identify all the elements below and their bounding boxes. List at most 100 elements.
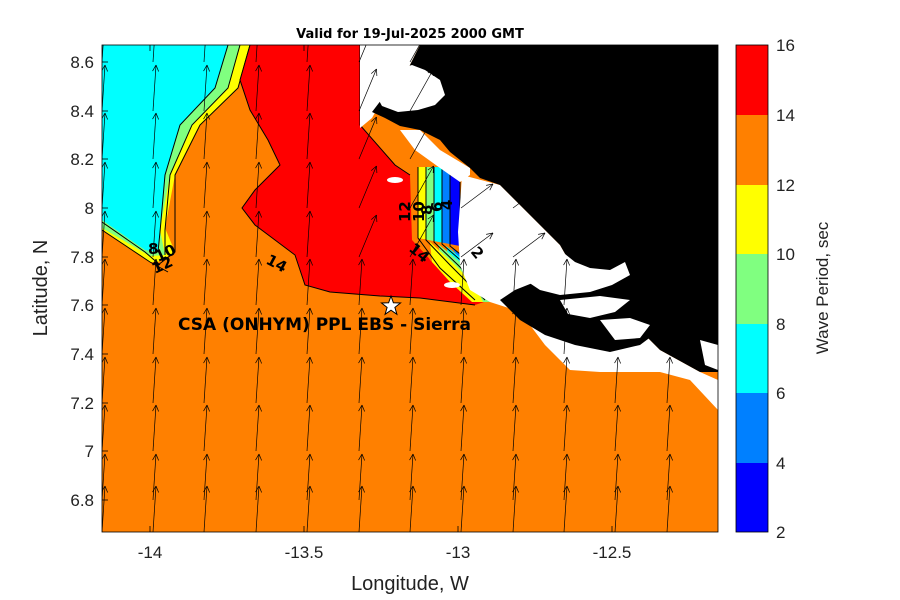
wave-arrow-head <box>156 16 159 22</box>
wave-arrow <box>203 307 208 355</box>
x-tick-label: -13.5 <box>285 543 324 562</box>
wave-arrow-head <box>258 258 262 266</box>
y-tick-label: 7.8 <box>70 248 94 267</box>
wave-arrow-head <box>463 404 467 412</box>
wave-arrow-head <box>541 183 546 191</box>
wave-arrow-head <box>306 210 311 218</box>
wave-arrow-head <box>152 404 157 412</box>
wave-arrow-head <box>666 404 671 412</box>
wave-arrow <box>306 485 311 532</box>
wave-arrow <box>102 307 106 355</box>
wave-arrow <box>152 258 157 306</box>
wave-arrow <box>460 404 465 452</box>
wave-arrow <box>409 116 434 160</box>
wave-arrow-head <box>614 453 619 461</box>
wave-arrow <box>306 356 311 404</box>
wave-arrow-head <box>309 453 313 461</box>
wave-arrow <box>563 307 568 355</box>
wave-arrow-head <box>358 453 363 461</box>
wave-arrow-head <box>460 485 465 493</box>
wave-arrow-head <box>358 258 363 266</box>
wave-arrow-head <box>258 404 262 412</box>
wave-arrow-head <box>255 307 260 315</box>
wave-arrow-head <box>203 404 208 412</box>
wave-arrow <box>614 453 619 501</box>
wave-arrow-head <box>258 453 262 461</box>
wave-arrow-head <box>463 485 467 493</box>
wave-arrow-head <box>371 116 377 122</box>
wave-arrow <box>358 165 377 209</box>
wave-arrow <box>152 161 157 209</box>
wave-arrow <box>102 210 106 258</box>
wave-arrow-head <box>104 161 108 169</box>
wave-arrow <box>460 356 465 404</box>
colorbar-tick: 16 <box>776 36 795 55</box>
wave-arrow <box>512 485 517 532</box>
wave-arrow <box>203 161 208 209</box>
wave-arrow <box>460 453 465 501</box>
wave-arrow <box>666 404 671 452</box>
y-axis-label: Latitude, N <box>30 240 52 337</box>
wave-arrow-head <box>155 356 159 364</box>
wave-arrow-head <box>203 356 208 364</box>
wave-arrow-head <box>306 112 311 120</box>
wave-arrow-head <box>409 356 414 364</box>
wave-arrow <box>358 485 363 532</box>
wave-arrow <box>460 134 494 160</box>
wave-arrow <box>512 232 546 258</box>
wave-arrow-head <box>307 16 310 22</box>
wave-arrow <box>255 307 260 355</box>
contour-label: 8 <box>418 205 436 215</box>
wave-arrow-head <box>258 161 262 169</box>
wave-arrow-head <box>460 453 465 461</box>
axes-frame <box>101 44 719 533</box>
estuary-upper <box>372 65 445 112</box>
wave-arrow-head <box>669 356 673 364</box>
wave-arrow <box>152 404 157 452</box>
wave-arrow-head <box>666 453 671 461</box>
wave-arrow <box>409 404 414 452</box>
contour-label: 6 <box>428 202 446 212</box>
wave-arrow-head <box>361 258 365 266</box>
wave-arrow <box>460 258 465 306</box>
wave-arrow-head <box>566 258 570 266</box>
wave-arrow <box>306 307 311 355</box>
wave-arrow <box>409 45 420 63</box>
wave-arrow-head <box>310 16 313 22</box>
wave-arrow-head <box>104 404 108 412</box>
wave-arrow-head <box>203 112 208 120</box>
wave-arrow-head <box>463 307 467 315</box>
wave-arrow-head <box>371 165 377 171</box>
wave-arrow-head <box>255 404 260 412</box>
band-6-8 <box>102 45 228 252</box>
wave-arrow <box>255 112 260 160</box>
wave-arrow-head <box>515 453 519 461</box>
colorbar-band <box>736 254 768 324</box>
colorbar-band <box>736 463 768 532</box>
wave-arrow <box>255 161 260 209</box>
wave-arrow-head <box>206 453 210 461</box>
colorbar-tick: 10 <box>776 245 795 264</box>
wave-arrow-head <box>460 356 465 364</box>
wave-arrow <box>255 404 260 452</box>
wave-arrow-head <box>204 16 207 22</box>
wave-arrow-head <box>563 356 568 364</box>
wave-arrow <box>563 404 568 452</box>
plot-area: 8 10 12 14 14 12 10 8 6 4 2 <box>102 16 718 532</box>
wave-arrow <box>152 453 157 501</box>
wave-arrow-head <box>566 356 570 364</box>
wave-arrow-head <box>155 453 159 461</box>
wave-arrow-head <box>309 258 313 266</box>
wave-arrow-head <box>371 20 376 25</box>
wave-arrow-head <box>152 161 157 169</box>
wave-arrow <box>460 485 465 532</box>
colorbar-tick: 14 <box>776 106 795 125</box>
wave-arrow-head <box>515 258 519 266</box>
wave-arrow <box>614 404 619 452</box>
wave-arrow-head <box>306 258 311 266</box>
wave-arrow-head <box>358 307 363 315</box>
wave-arrow-head <box>206 404 210 412</box>
wave-arrow-head <box>152 210 157 218</box>
y-tick-label: 8.6 <box>70 53 94 72</box>
wave-arrow-head <box>666 485 671 493</box>
